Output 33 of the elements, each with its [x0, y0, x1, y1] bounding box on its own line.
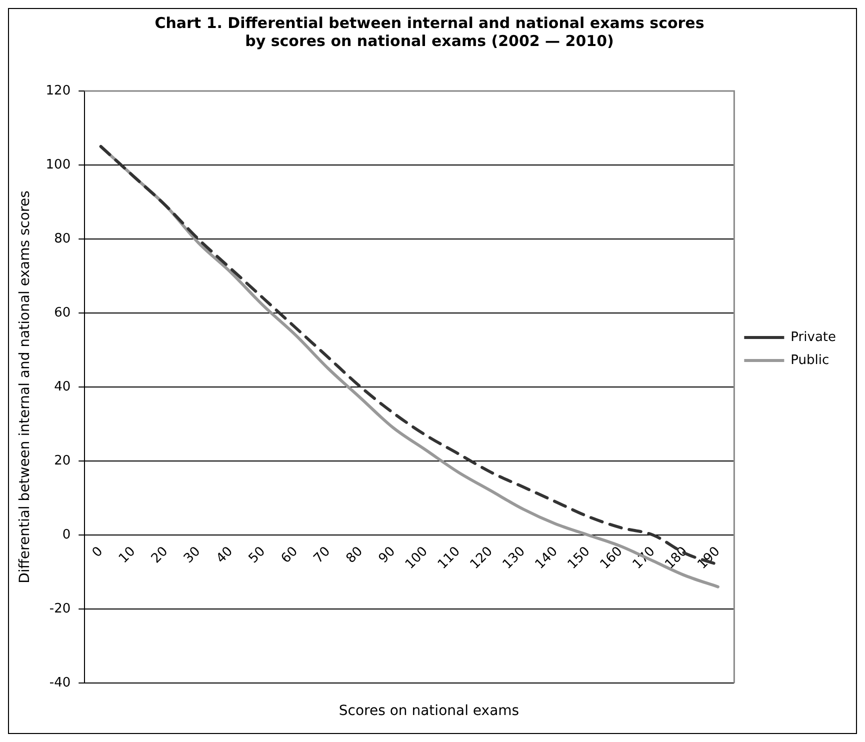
y-tick-label: 20 [54, 453, 71, 468]
x-tick-label: 180 [662, 544, 691, 572]
legend-label: Public [790, 352, 830, 368]
y-tick-label: -20 [49, 601, 71, 616]
x-tick-label: 60 [278, 544, 301, 566]
x-tick-label: 90 [376, 544, 398, 566]
x-tick-label: 20 [148, 544, 172, 566]
x-tick-label: 100 [402, 544, 431, 572]
y-tick-label: 40 [54, 379, 71, 394]
y-tick-label: 0 [62, 527, 71, 542]
y-tick-label: 60 [54, 305, 71, 320]
x-tick-label: 190 [694, 544, 724, 572]
x-tick-label: 70 [311, 544, 334, 566]
x-tick-label: 160 [598, 544, 626, 572]
chart-title: Chart 1. Differential between internal and national exams scores by scores on national exams (2002 — 2010) [154, 14, 704, 50]
x-tick-label: 50 [246, 544, 268, 566]
y-axis-title: Differential between internal and national exams scores [17, 190, 34, 584]
x-tick-label: 150 [565, 544, 594, 572]
x-tick-label: 120 [468, 544, 496, 572]
y-tick-label: 80 [54, 231, 71, 246]
legend-label: Private [790, 330, 836, 345]
x-tick-label: 40 [214, 544, 236, 566]
x-tick-label: 80 [344, 544, 366, 566]
x-tick-label: 130 [500, 544, 528, 572]
x-tick-label: 140 [532, 544, 561, 572]
x-tick-label: 10 [116, 544, 139, 566]
x-tick-label: 30 [181, 544, 204, 566]
x-tick-label: 0 [90, 544, 106, 561]
x-tick-label: 110 [435, 544, 464, 572]
y-tick-label: -40 [49, 675, 71, 690]
y-tick-label: 120 [46, 83, 71, 98]
y-tick-label: 100 [46, 157, 71, 172]
x-axis-title: Scores on national exams [338, 703, 520, 719]
